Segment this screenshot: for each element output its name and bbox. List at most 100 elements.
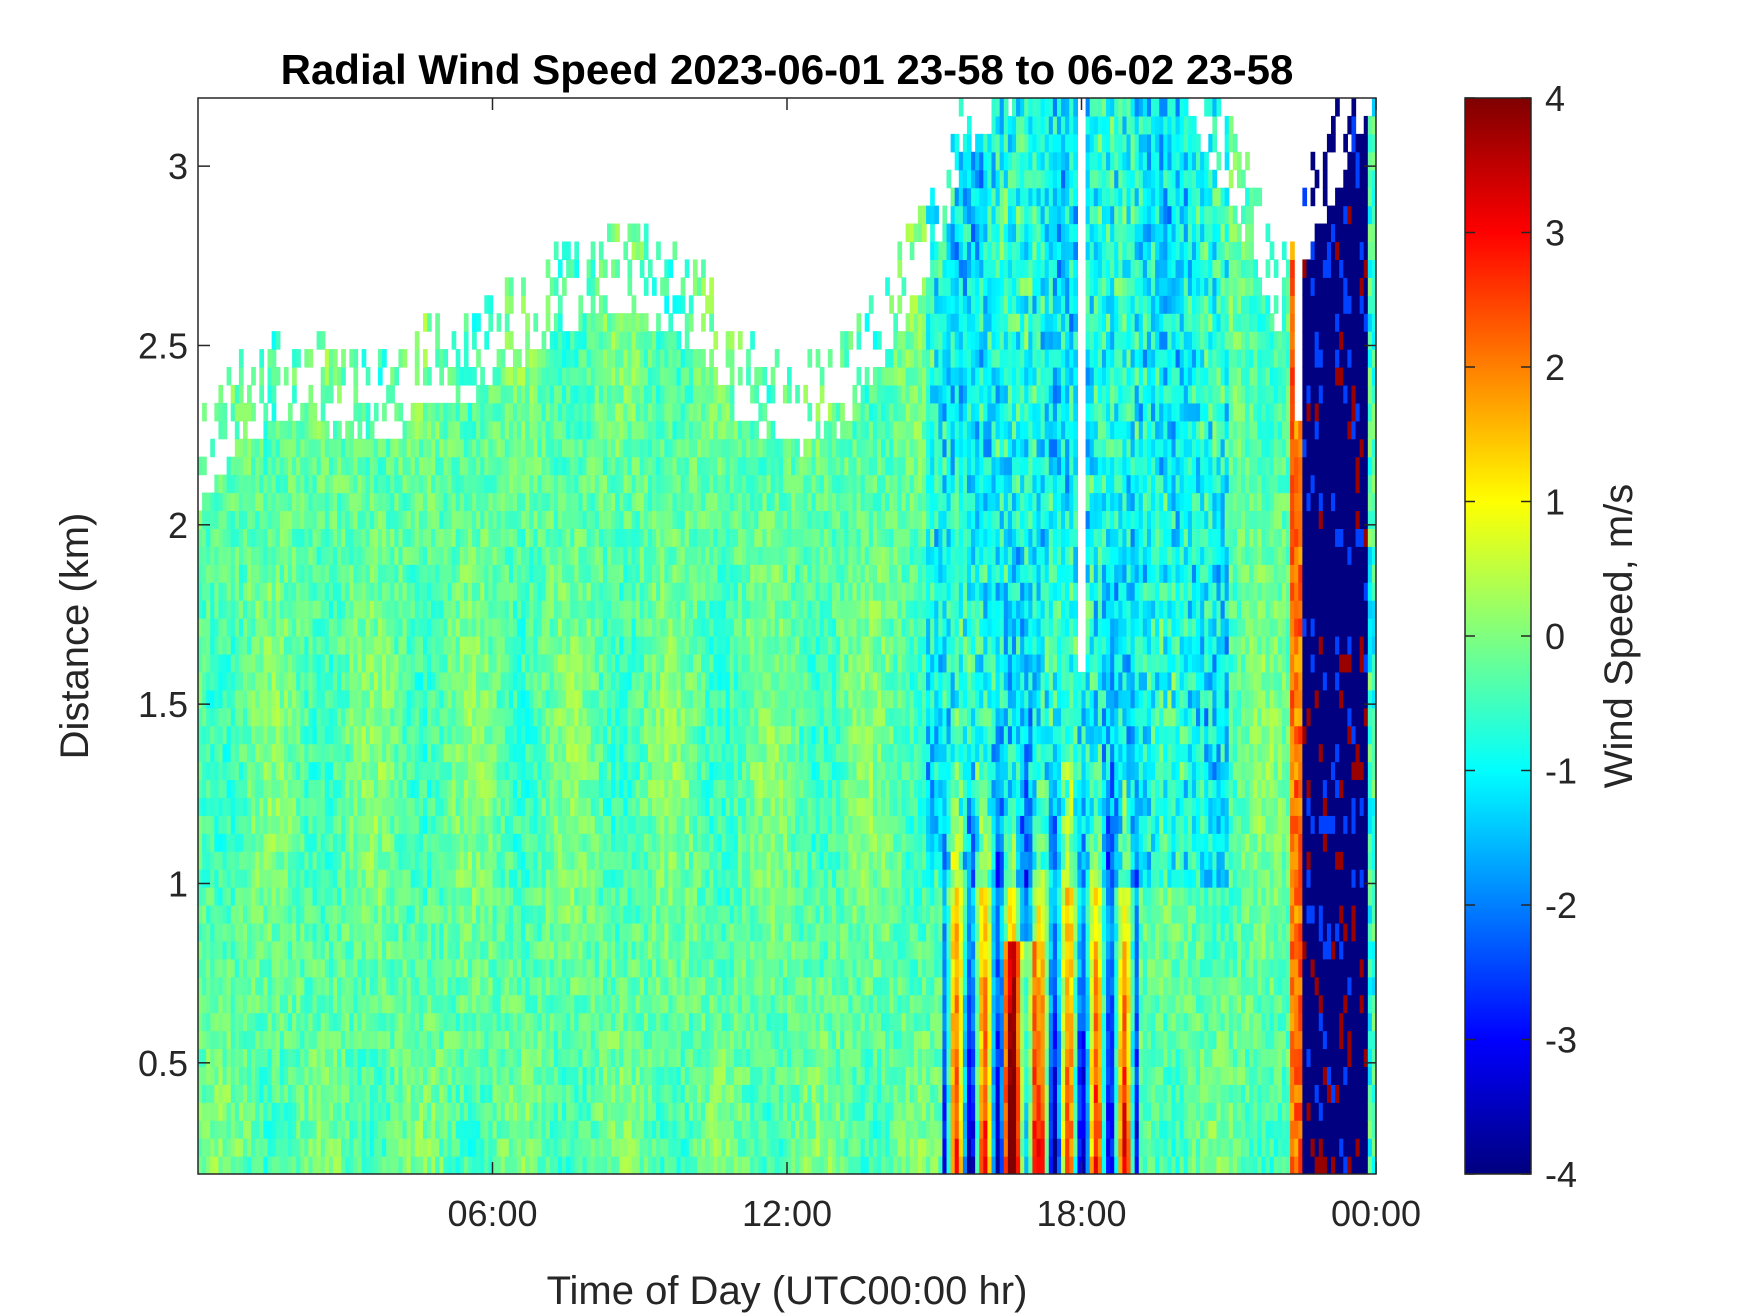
heatmap-cell — [557, 958, 563, 978]
heatmap-cell — [607, 1120, 612, 1139]
heatmap-cell — [365, 653, 371, 673]
heatmap-cell — [574, 618, 579, 637]
heatmap-cell — [615, 618, 620, 637]
heatmap-cell — [435, 528, 440, 547]
heatmap-cell — [255, 456, 260, 476]
heatmap-cell — [496, 492, 502, 512]
heatmap-cell — [504, 474, 510, 494]
heatmap-cell — [341, 564, 346, 583]
heatmap-cell — [582, 1084, 588, 1103]
heatmap-cell — [247, 797, 252, 816]
heatmap-cell — [386, 958, 391, 978]
heatmap-cell — [287, 438, 293, 458]
heatmap-cell — [410, 510, 416, 529]
heatmap-cell — [418, 743, 424, 763]
heatmap-cell — [570, 1084, 575, 1103]
heatmap-cell — [394, 743, 400, 763]
heatmap-cell — [427, 636, 432, 655]
heatmap-cell — [353, 761, 359, 781]
heatmap-cell — [631, 1012, 637, 1032]
heatmap-cell — [283, 564, 289, 583]
heatmap-cell — [328, 384, 334, 404]
heatmap-cell — [557, 510, 563, 529]
heatmap-cell — [263, 797, 269, 816]
heatmap-cell — [357, 905, 363, 924]
heatmap-cell — [590, 671, 596, 691]
heatmap-cell — [410, 456, 416, 476]
heatmap-cell — [557, 1030, 563, 1050]
heatmap-cell — [398, 528, 404, 547]
heatmap-cell — [234, 1030, 240, 1050]
heatmap-cell — [623, 420, 629, 440]
heatmap-cell — [615, 582, 620, 601]
heatmap-cell — [500, 905, 506, 924]
heatmap-cell — [525, 761, 530, 781]
heatmap-cell — [292, 833, 297, 852]
heatmap-cell — [472, 1048, 477, 1067]
heatmap-cell — [439, 510, 445, 529]
heatmap-cell — [472, 438, 477, 458]
heatmap-cell — [643, 420, 649, 440]
heatmap-cell — [484, 689, 490, 709]
heatmap-cell — [382, 797, 387, 816]
heatmap-cell — [210, 994, 215, 1014]
heatmap-cell — [222, 815, 228, 834]
heatmap-cell — [418, 438, 424, 458]
heatmap-cell — [447, 671, 453, 691]
heatmap-cell — [488, 922, 494, 942]
heatmap-cell — [386, 1156, 391, 1174]
heatmap-cell — [292, 976, 297, 996]
heatmap-cell — [320, 528, 326, 547]
heatmap-cell — [283, 994, 289, 1014]
heatmap-cell — [643, 528, 649, 547]
heatmap-cell — [476, 833, 481, 852]
heatmap-cell — [369, 546, 375, 565]
heatmap-cell — [218, 958, 224, 978]
heatmap-cell — [345, 1030, 350, 1050]
heatmap-cell — [480, 761, 485, 781]
heatmap-cell — [443, 1138, 449, 1157]
heatmap-cell — [308, 887, 314, 906]
heatmap-cell — [504, 582, 510, 601]
heatmap-cell — [463, 1030, 469, 1050]
heatmap-cell — [312, 1066, 318, 1085]
heatmap-cell — [267, 582, 273, 601]
heatmap-cell — [562, 582, 567, 601]
heatmap-cell — [247, 976, 252, 996]
heatmap-cell — [476, 546, 481, 565]
heatmap-cell — [504, 402, 510, 422]
heatmap-cell — [332, 582, 338, 601]
heatmap-cell — [279, 707, 285, 727]
heatmap-cell — [271, 1012, 277, 1032]
heatmap-cell — [545, 815, 551, 834]
heatmap-cell — [439, 994, 445, 1014]
heatmap-cell — [496, 976, 502, 996]
heatmap-cell — [521, 636, 526, 655]
heatmap-cell — [382, 994, 387, 1014]
heatmap-cell — [386, 474, 391, 494]
heatmap-cell — [292, 349, 297, 368]
heatmap-cell — [271, 779, 277, 798]
heatmap-cell — [525, 420, 530, 440]
heatmap-cell — [529, 922, 534, 942]
heatmap-cell — [214, 582, 220, 601]
heatmap-cell — [332, 833, 338, 852]
heatmap-cell — [304, 438, 310, 458]
heatmap-cell — [316, 1138, 322, 1157]
heatmap-cell — [484, 994, 490, 1014]
heatmap-cell — [467, 725, 473, 745]
heatmap-cell — [594, 367, 600, 386]
heatmap-cell — [463, 725, 469, 745]
heatmap-cell — [382, 671, 387, 691]
heatmap-cell — [255, 636, 260, 655]
heatmap-cell — [202, 618, 207, 637]
heatmap-cell — [202, 1102, 207, 1121]
heatmap-cell — [582, 313, 588, 332]
heatmap-cell — [328, 1030, 334, 1050]
heatmap-cell — [594, 707, 600, 727]
heatmap-cell — [255, 833, 260, 852]
heatmap-cell — [500, 743, 506, 763]
heatmap-cell — [332, 474, 338, 494]
heatmap-cell — [472, 492, 477, 512]
heatmap-cell — [545, 438, 551, 458]
